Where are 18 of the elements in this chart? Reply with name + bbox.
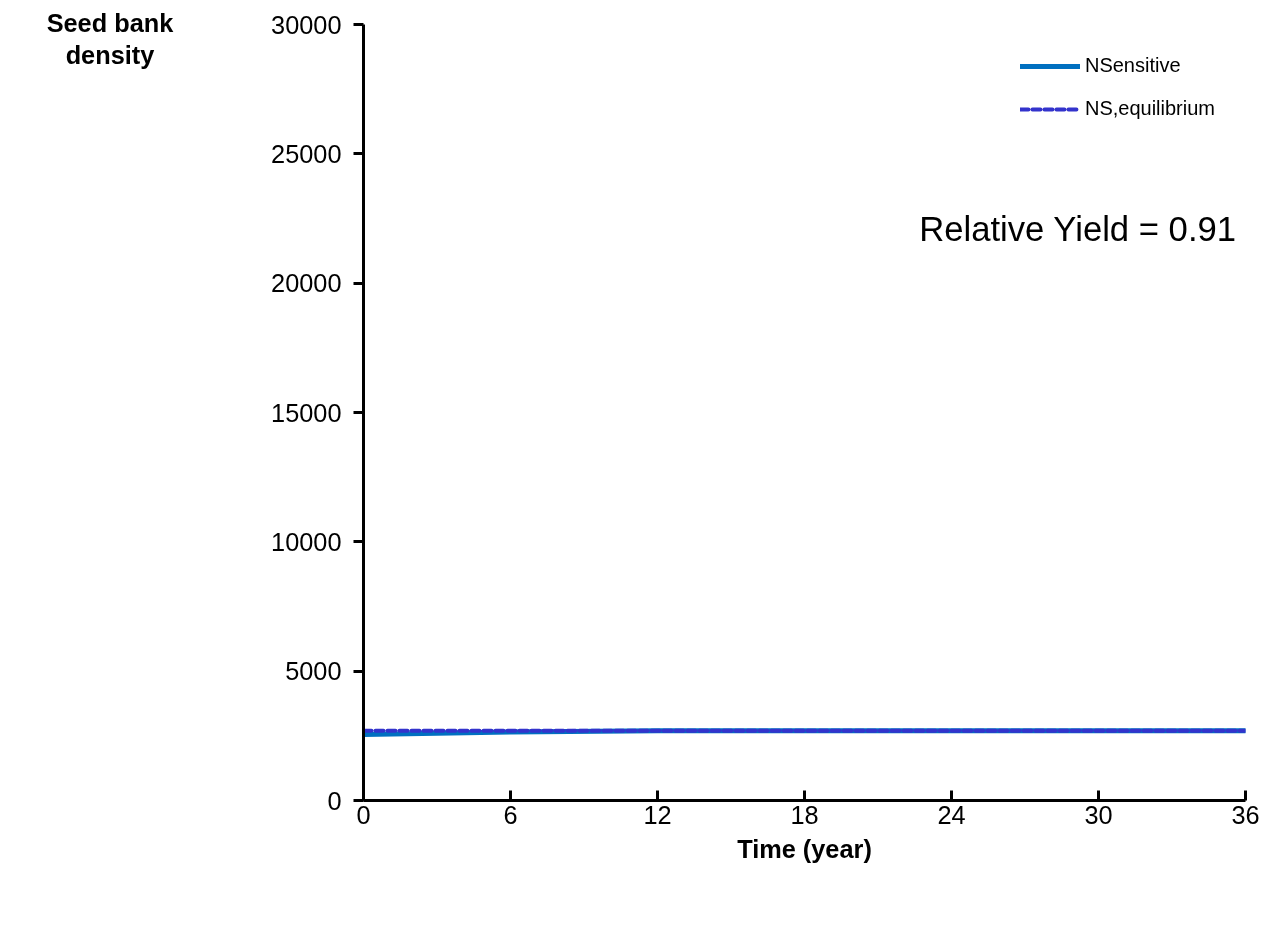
x-tick-label: 36 [1231,800,1260,829]
x-tick-label: 18 [790,800,819,829]
x-tick-label: 6 [503,800,518,829]
y-tick-label: 10000 [271,527,342,556]
y-tick-label: 25000 [271,139,342,168]
x-tick-label: 12 [643,800,672,829]
annotation: Relative Yield = 0.91 [919,209,1237,248]
y-tick-label: 20000 [271,269,342,298]
legend-label: NS,equilibrium [1084,97,1215,120]
y-tick-label: 30000 [271,10,342,39]
y-tick-label: 5000 [285,657,342,686]
x-tick-label: 0 [356,800,371,829]
x-axis-title: Time (year) [737,834,872,863]
legend-label: NSensitive [1084,54,1181,77]
y-tick-label: 15000 [271,398,342,427]
x-tick-label: 24 [937,800,966,829]
y-axis-title: Seed bank density [46,8,174,71]
x-tick-label: 30 [1084,800,1113,829]
